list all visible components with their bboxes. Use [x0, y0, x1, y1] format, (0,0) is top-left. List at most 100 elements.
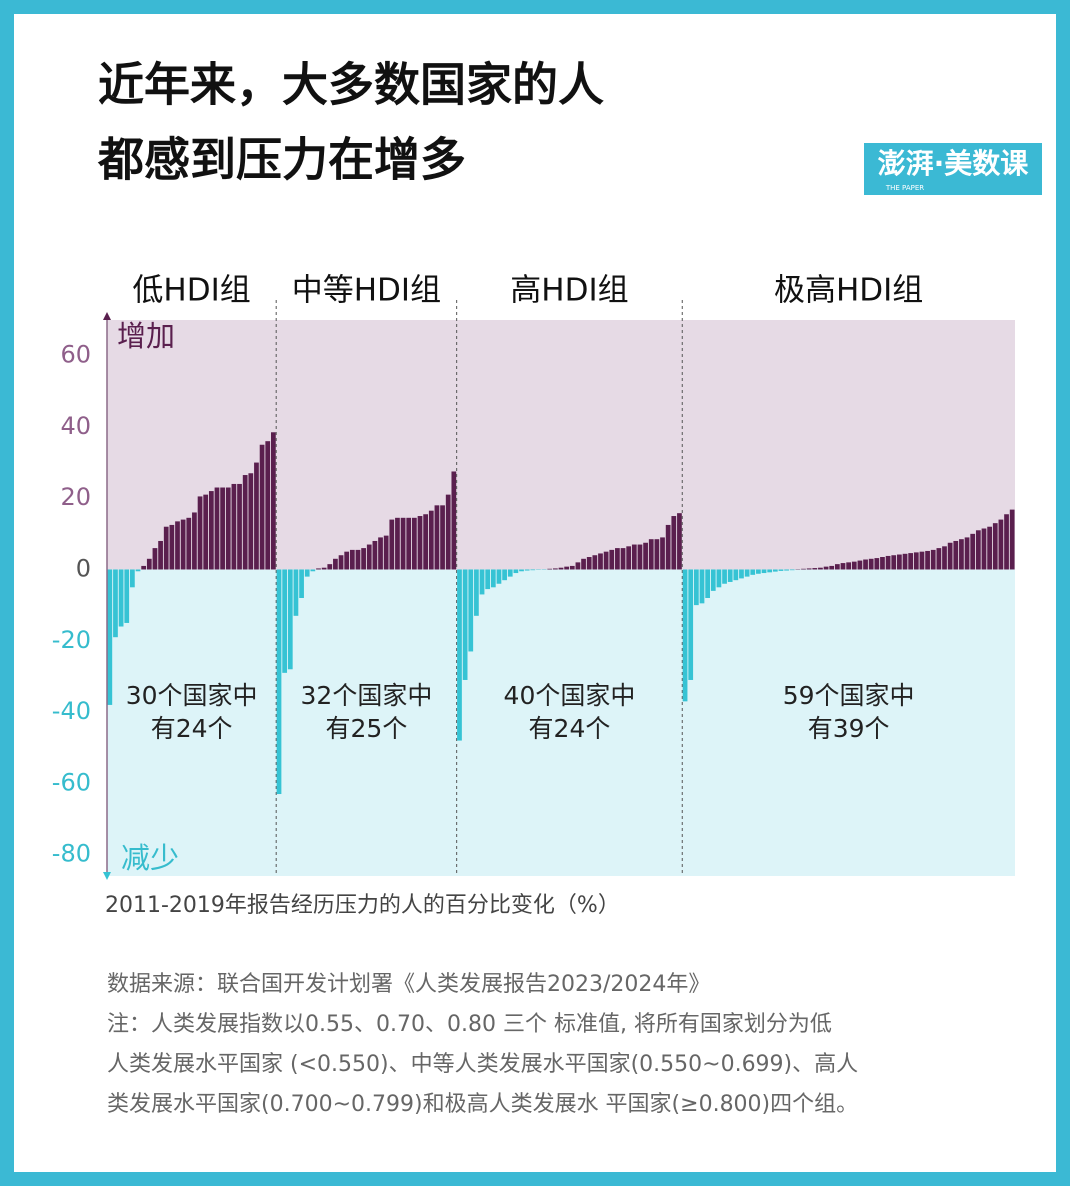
bar	[609, 549, 615, 570]
annotation: 59个国家中	[783, 681, 915, 710]
logo: 澎湃·美数课	[878, 147, 1030, 180]
bar	[1004, 514, 1009, 570]
bar	[1009, 509, 1015, 570]
bar	[693, 569, 699, 606]
bar	[801, 568, 806, 570]
bar	[959, 539, 964, 570]
group-label: 极高HDI组	[774, 273, 923, 309]
bar	[761, 569, 767, 574]
bar	[880, 557, 885, 570]
annotation: 有24个	[151, 714, 233, 743]
bar	[366, 544, 372, 570]
bar	[254, 462, 259, 570]
bar	[310, 569, 316, 572]
bar	[812, 568, 818, 570]
bar	[552, 568, 558, 570]
bar	[242, 475, 248, 570]
bar	[118, 569, 124, 627]
annotation: 32个国家中	[301, 681, 433, 710]
bar	[180, 519, 186, 570]
bar	[383, 535, 389, 570]
bar	[304, 569, 310, 577]
bar	[349, 549, 355, 570]
bar	[163, 526, 169, 570]
axis-arrow	[103, 872, 111, 880]
bar	[440, 505, 445, 570]
bar	[372, 540, 378, 570]
bar	[321, 567, 327, 570]
bar	[428, 510, 434, 570]
logo-sub: THE PAPER	[885, 184, 924, 192]
bar	[744, 569, 750, 577]
bar	[603, 551, 609, 570]
bar	[648, 539, 654, 570]
bar	[158, 540, 163, 570]
y-tick-label: 0	[76, 554, 91, 582]
bar	[987, 526, 992, 570]
bar	[699, 569, 705, 604]
bar	[806, 568, 812, 570]
y-tick-label: -20	[52, 626, 91, 654]
bar	[175, 521, 180, 570]
bar	[947, 542, 953, 570]
bar	[846, 562, 851, 570]
bar	[406, 517, 412, 570]
bar	[203, 494, 209, 570]
bar	[389, 519, 395, 570]
bar	[930, 549, 936, 570]
bar	[558, 567, 564, 570]
bar	[767, 569, 773, 573]
bar	[146, 558, 152, 570]
bar	[913, 552, 919, 570]
bar	[654, 539, 660, 570]
bar	[829, 565, 835, 570]
bar	[868, 558, 874, 570]
bar	[626, 546, 632, 570]
bar	[502, 569, 507, 581]
bar	[271, 432, 276, 570]
bar	[474, 569, 479, 616]
bar	[107, 569, 113, 705]
bar	[519, 569, 524, 572]
bar	[581, 558, 586, 570]
bar	[919, 551, 925, 570]
bar	[970, 533, 976, 570]
bar	[457, 569, 462, 741]
bar	[784, 569, 789, 571]
bar	[660, 537, 665, 570]
bar	[462, 569, 468, 680]
bar	[355, 549, 361, 570]
bar	[152, 548, 158, 570]
bar	[778, 569, 784, 571]
annotation: 40个国家中	[504, 681, 636, 710]
bar	[513, 569, 519, 574]
bar	[688, 569, 694, 680]
bar	[936, 548, 942, 570]
bar	[897, 554, 902, 570]
y-tick-label: -60	[52, 768, 91, 796]
negative-region	[107, 569, 1015, 876]
bar	[299, 569, 304, 598]
bar	[316, 568, 321, 570]
bar	[485, 569, 491, 590]
bar	[857, 560, 863, 570]
bar	[598, 553, 603, 570]
bar	[643, 542, 648, 570]
bar	[823, 566, 829, 570]
bar	[225, 487, 231, 570]
bar	[344, 551, 350, 570]
bar	[789, 569, 795, 571]
bar	[750, 569, 756, 575]
bar	[733, 569, 739, 581]
bar	[677, 513, 682, 570]
bar	[902, 553, 908, 570]
annotation: 有25个	[326, 714, 408, 743]
bar	[705, 569, 711, 598]
bar	[237, 483, 242, 570]
down-label: 减少	[121, 841, 179, 875]
bar	[631, 544, 637, 570]
bar	[547, 568, 553, 570]
bar	[925, 550, 930, 570]
